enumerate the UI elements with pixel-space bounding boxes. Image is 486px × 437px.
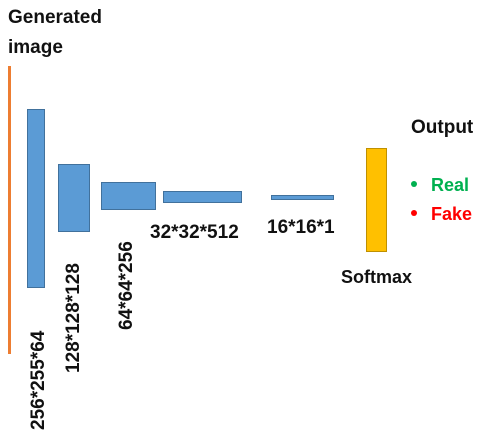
layer-block-1 <box>27 109 45 288</box>
layer-block-3 <box>101 182 156 210</box>
output-title: Output <box>411 117 474 138</box>
output-item-real-label: Real <box>431 175 470 195</box>
softmax-label: Softmax <box>341 267 413 287</box>
layer-label-5: 16*16*1 <box>267 217 335 238</box>
layer-block-4 <box>163 191 242 203</box>
softmax-block <box>366 148 387 252</box>
bullet-icon <box>411 210 417 217</box>
title-line-1: Generated <box>8 7 102 28</box>
layer-label-4: 32*32*512 <box>150 222 239 243</box>
layer-label-2: 128*128*128 <box>63 263 84 373</box>
output-item-fake-label: Fake <box>431 204 473 224</box>
bullet-icon <box>411 181 417 188</box>
layer-label-3: 64*64*256 <box>116 241 137 330</box>
layer-block-5 <box>271 195 334 200</box>
output-item-real: Real <box>411 176 469 194</box>
input-image-bar <box>8 66 11 354</box>
title-line-2: image <box>8 37 63 58</box>
layer-label-1: 256*255*64 <box>28 330 49 430</box>
layer-block-2 <box>58 164 90 232</box>
output-item-fake: Fake <box>411 205 472 223</box>
